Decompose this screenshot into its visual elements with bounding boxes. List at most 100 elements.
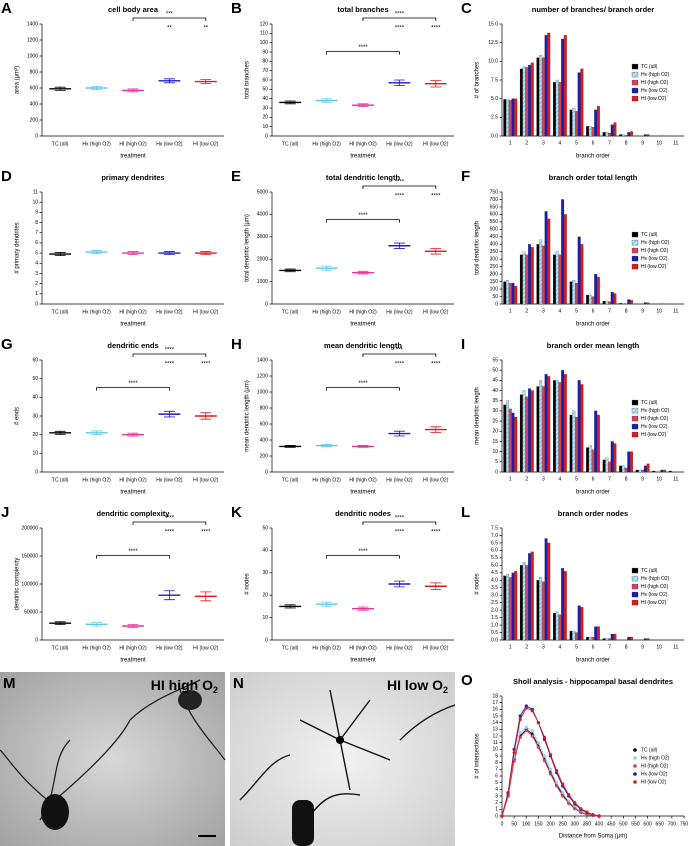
x-tick-label: TC (all) xyxy=(282,309,299,315)
bar xyxy=(561,199,565,305)
legend-label: HI (low O2) xyxy=(641,779,667,785)
image-label: HI low O2 xyxy=(387,677,448,696)
y-tick-label: 40 xyxy=(492,388,498,394)
x-tick-label: 450 xyxy=(607,821,616,827)
y-tick-label: 50 xyxy=(492,368,498,374)
y-tick-label: 15.0 xyxy=(488,21,498,27)
y-tick-label: 10 xyxy=(262,615,268,621)
significance-label: **** xyxy=(201,362,211,368)
x-tick-label: 2 xyxy=(525,476,528,482)
y-tick-label: 4.5 xyxy=(491,570,498,576)
x-axis-label: treatment xyxy=(120,490,146,496)
x-tick-label: HI (low O2) xyxy=(193,309,219,315)
bar xyxy=(569,414,573,473)
significance-bracket xyxy=(96,387,170,391)
bar xyxy=(580,607,584,641)
y-tick-label: 100000 xyxy=(21,581,38,587)
y-tick-label: 5 xyxy=(495,459,498,465)
bar xyxy=(528,244,531,305)
significance-label: ** xyxy=(167,26,172,32)
x-tick-label: 7 xyxy=(608,476,611,482)
x-tick-label: 1 xyxy=(509,140,512,146)
y-tick-label: 0.0 xyxy=(491,133,498,139)
significance-label: ** xyxy=(203,26,208,32)
error-bar xyxy=(284,604,296,609)
point xyxy=(561,794,565,798)
y-axis-label: # nodes xyxy=(475,573,481,594)
y-tick-label: 2.0 xyxy=(491,607,498,613)
y-tick-label: 3 xyxy=(495,793,498,799)
legend-label: TC (all) xyxy=(641,64,658,70)
x-tick-label: 8 xyxy=(625,308,628,314)
x-tick-label: Hx (high O2) xyxy=(82,309,111,315)
y-tick-label: 20 xyxy=(262,115,268,121)
significance-label: **** xyxy=(128,381,138,387)
x-tick-label: TC (all) xyxy=(52,477,69,483)
bar xyxy=(530,62,534,137)
y-tick-label: 0 xyxy=(35,133,38,139)
bar xyxy=(574,282,578,305)
point xyxy=(530,729,534,733)
error-bar xyxy=(54,86,66,91)
x-tick-label: 3 xyxy=(542,644,545,650)
significance-label: **** xyxy=(128,549,138,555)
y-axis-label: # of intersections xyxy=(475,733,481,778)
x-axis-label: branch order xyxy=(576,490,610,496)
panel-title: dendritic nodes xyxy=(335,509,391,518)
x-axis-label: Distance from Soma (µm) xyxy=(559,834,627,840)
error-bar xyxy=(321,98,333,103)
x-tick-label: Hx (high O2) xyxy=(312,141,341,147)
x-tick-label: HI (high O2) xyxy=(119,309,147,315)
panel-title: branch order mean length xyxy=(547,341,640,350)
significance-bracket xyxy=(326,219,400,223)
point xyxy=(536,745,541,749)
bar xyxy=(605,300,609,305)
bar xyxy=(608,461,612,473)
bar xyxy=(643,465,647,473)
point xyxy=(536,721,541,725)
legend-swatch xyxy=(631,95,639,102)
bar xyxy=(522,562,526,641)
y-tick-label: 0 xyxy=(35,301,38,307)
bar xyxy=(563,374,567,473)
bar xyxy=(525,67,529,137)
y-tick-label: 12 xyxy=(492,733,498,739)
error-bar xyxy=(200,591,212,602)
y-tick-label: 1 xyxy=(495,807,498,813)
bar xyxy=(506,574,510,641)
bar xyxy=(558,82,562,137)
bar xyxy=(536,244,540,305)
y-tick-label: 20 xyxy=(492,429,498,435)
legend-label: TC (all) xyxy=(641,232,658,238)
y-tick-label: 10 xyxy=(32,451,38,457)
y-tick-label: 45 xyxy=(492,378,498,384)
bar xyxy=(586,636,590,641)
bar xyxy=(591,296,595,305)
y-tick-label: 350 xyxy=(490,249,499,255)
bar xyxy=(522,66,526,137)
y-tick-label: 0.0 xyxy=(491,637,498,643)
y-tick-label: 300 xyxy=(490,257,499,263)
significance-label: **** xyxy=(395,530,405,536)
bar xyxy=(528,553,531,641)
panel-letter: O xyxy=(461,672,473,689)
y-tick-label: 3 xyxy=(35,271,38,277)
y-tick-label: 5.0 xyxy=(491,563,498,569)
bar xyxy=(514,285,518,305)
point xyxy=(555,784,559,788)
bar xyxy=(508,100,512,137)
y-tick-label: 16 xyxy=(492,707,498,713)
bar xyxy=(563,214,567,305)
x-tick-label: 1 xyxy=(509,308,512,314)
bar xyxy=(547,218,551,305)
bar xyxy=(544,35,548,137)
bar xyxy=(596,277,600,305)
y-tick-label: 150 xyxy=(490,279,499,285)
bar xyxy=(553,82,556,137)
bar xyxy=(555,251,559,305)
error-bar xyxy=(284,268,296,273)
y-tick-label: 150000 xyxy=(21,553,38,559)
bar xyxy=(519,394,523,473)
legend-swatch xyxy=(631,87,639,94)
y-tick-label: 5 xyxy=(35,250,38,256)
